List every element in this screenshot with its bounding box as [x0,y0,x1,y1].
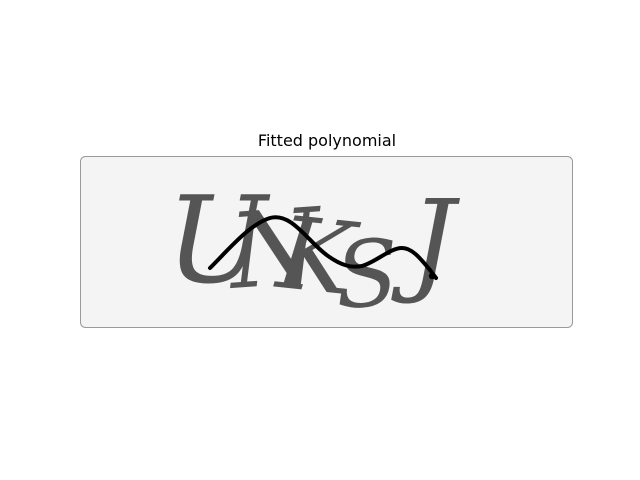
captcha-background [80,156,573,328]
fitted-curve-end-dot [428,272,436,280]
captcha-glyph-u: U [166,172,271,311]
captcha-image: U N K S J [80,156,573,328]
captcha-glyphs: U N K S J [166,172,461,328]
captcha-glyph-n: N [222,185,327,313]
captcha-glyph-s: S [333,220,402,328]
figure-title: Fitted polynomial [257,131,397,150]
captcha-canvas: U N K S J [80,156,573,328]
captcha-glyph-k: K [270,194,364,319]
fitted-polynomial-curve [208,215,438,280]
